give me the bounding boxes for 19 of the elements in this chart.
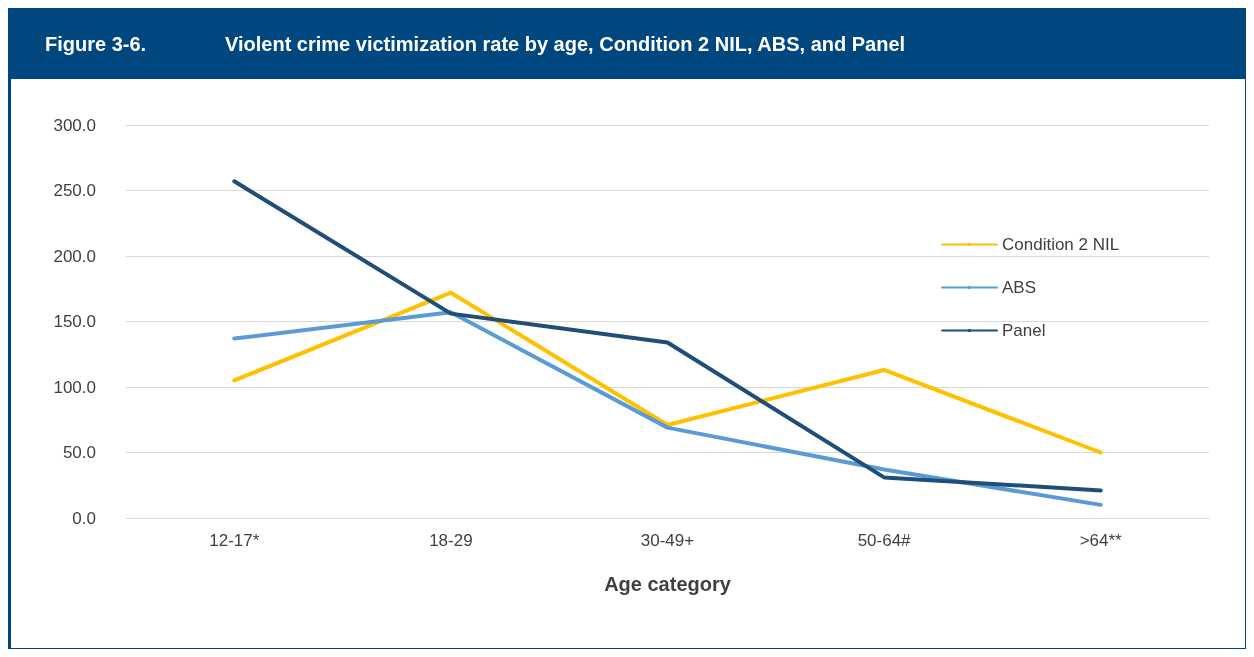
y-tick-label: 50.0 <box>62 443 96 462</box>
y-tick-label: 150.0 <box>53 312 96 331</box>
chart-title: Figure 3-6. <box>45 32 148 56</box>
y-tick-label: 300.0 <box>53 115 96 135</box>
chart-subtitle: Violent crime victimization rate by age, Condition 2 NIL, ABS, and Panel <box>225 32 906 56</box>
y-tick-label: 100.0 <box>53 377 96 397</box>
legend-label: ABS <box>1002 278 1037 297</box>
legend-label: Panel <box>1002 321 1046 340</box>
y-tick-label: 250.0 <box>53 181 96 200</box>
y-tick-label: 0.0 <box>72 508 96 528</box>
x-tick-label: 12-17* <box>209 531 260 550</box>
x-tick-label: 30-49+ <box>640 531 695 550</box>
x-tick-label: 18-29 <box>429 531 473 550</box>
y-tick-label: 200.0 <box>53 246 96 266</box>
x-tick-label: 50-64# <box>857 531 912 550</box>
line-series <box>232 310 1103 507</box>
x-tick-label: >64** <box>1079 531 1123 550</box>
x-axis-title: Age category <box>604 573 732 595</box>
legend-label: Condition 2 NIL <box>1002 235 1120 254</box>
